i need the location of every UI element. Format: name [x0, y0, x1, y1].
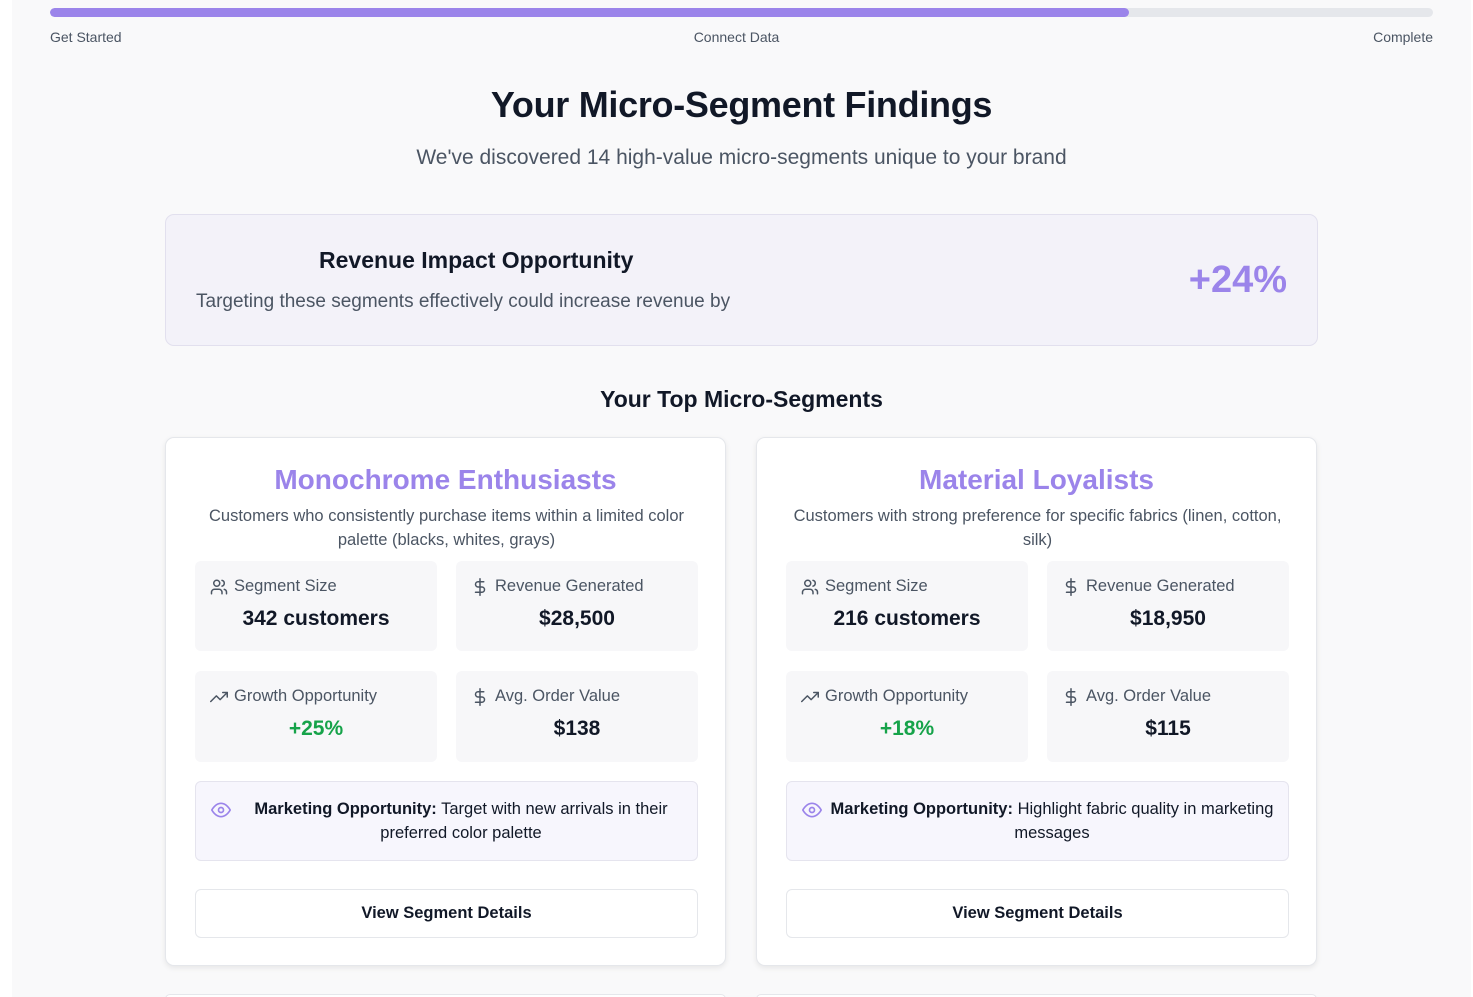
marketing-label: Marketing Opportunity: [830, 800, 1013, 818]
stat-label: Segment Size [234, 577, 337, 595]
section-title: Your Top Micro-Segments [600, 386, 883, 412]
avg-order-stat: Avg. Order Value $115 [1047, 671, 1289, 762]
marketing-opportunity: Marketing Opportunity: Highlight fabric … [786, 781, 1289, 861]
marketing-text: Highlight fabric quality in marketing me… [1014, 800, 1274, 842]
page-title: Your Micro-Segment Findings [490, 84, 993, 125]
impact-text: Targeting these segments effectively cou… [196, 291, 731, 312]
step-get-started: Get Started [50, 29, 122, 45]
stat-label: Growth Opportunity [234, 687, 378, 705]
dollar-icon [1065, 687, 1077, 706]
step-connect-data: Connect Data [693, 29, 780, 45]
progress-bar [50, 8, 1433, 17]
stat-value: $138 [553, 717, 601, 740]
stat-label: Avg. Order Value [1086, 687, 1212, 705]
growth-stat: Growth Opportunity +18% [786, 671, 1028, 762]
users-icon [210, 579, 228, 594]
stat-label: Growth Opportunity [825, 687, 969, 705]
dollar-icon [474, 577, 486, 596]
marketing-text: Target with new arrivals in their prefer… [380, 800, 668, 842]
trending-up-icon [801, 691, 819, 702]
impact-title: Revenue Impact Opportunity [319, 247, 634, 273]
revenue-stat: Revenue Generated $28,500 [456, 561, 698, 651]
stat-value: +18% [879, 717, 935, 740]
progress-fill [50, 8, 1129, 17]
stat-value: $115 [1145, 717, 1191, 740]
stat-label: Revenue Generated [1086, 577, 1235, 595]
segment-card: Material Loyalists Customers with strong… [756, 437, 1317, 966]
stat-label: Segment Size [825, 577, 928, 595]
segment-size-stat: Segment Size 216 customers [786, 561, 1028, 651]
step-complete: Complete [1373, 29, 1433, 45]
stat-value: +25% [288, 717, 344, 740]
view-segment-details-button[interactable]: View Segment Details [786, 889, 1289, 938]
segment-description: Customers who consistently purchase item… [208, 507, 685, 549]
stat-label: Avg. Order Value [495, 687, 621, 705]
segment-card: Monochrome Enthusiasts Customers who con… [165, 437, 726, 966]
trending-up-icon [210, 691, 228, 702]
segment-description: Customers with strong preference for spe… [793, 507, 1282, 549]
stat-value: $18,950 [1130, 607, 1206, 630]
view-segment-details-button[interactable]: View Segment Details [195, 889, 698, 938]
stat-value: 216 customers [833, 607, 981, 630]
page: Get Started Connect Data Complete Your M… [12, 0, 1471, 997]
revenue-impact-card: Revenue Impact Opportunity Targeting the… [165, 214, 1318, 346]
eye-icon [211, 802, 231, 818]
dollar-icon [1065, 577, 1077, 596]
stat-value: $28,500 [539, 607, 615, 630]
revenue-stat: Revenue Generated $18,950 [1047, 561, 1289, 651]
marketing-opportunity: Marketing Opportunity: Target with new a… [195, 781, 698, 861]
stat-value: 342 customers [242, 607, 390, 630]
page-subtitle: We've discovered 14 high-value micro-seg… [416, 146, 1067, 169]
dollar-icon [474, 687, 486, 706]
growth-stat: Growth Opportunity +25% [195, 671, 437, 762]
stat-label: Revenue Generated [495, 577, 644, 595]
segment-name: Material Loyalists [919, 464, 1154, 495]
impact-value: +24% [1188, 259, 1287, 301]
eye-icon [802, 802, 822, 818]
segment-name: Monochrome Enthusiasts [274, 464, 617, 495]
marketing-label: Marketing Opportunity: [254, 800, 437, 818]
segment-size-stat: Segment Size 342 customers [195, 561, 437, 651]
avg-order-stat: Avg. Order Value $138 [456, 671, 698, 762]
users-icon [801, 579, 819, 594]
